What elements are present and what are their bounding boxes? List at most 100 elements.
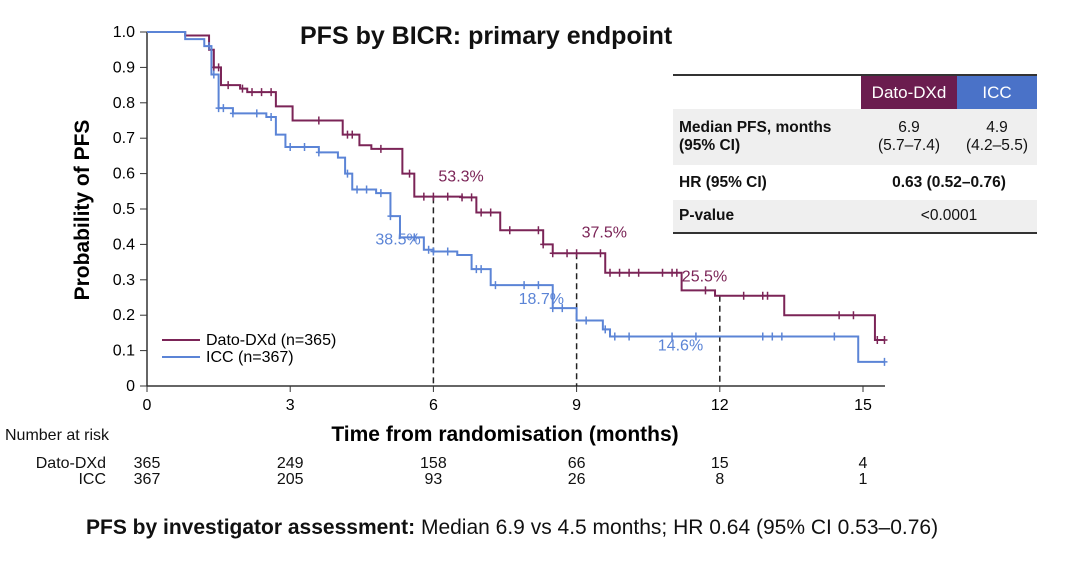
censor-mark <box>315 116 322 125</box>
censor-mark <box>549 249 556 258</box>
risk-value: 26 <box>567 471 586 488</box>
censor-mark <box>692 332 699 341</box>
censor-mark <box>215 63 222 72</box>
censor-mark <box>669 332 676 341</box>
censor-mark <box>881 335 888 344</box>
censor-mark <box>778 332 785 341</box>
censor-mark <box>377 189 384 198</box>
censor-mark <box>287 143 294 152</box>
censor-mark <box>315 148 322 157</box>
risk-value: 66 <box>567 455 586 472</box>
censor-mark <box>444 192 451 201</box>
censor-mark <box>535 226 542 235</box>
censor-mark <box>850 311 857 320</box>
censor-mark <box>506 226 513 235</box>
censor-mark <box>268 112 275 121</box>
median-dato: 6.9 (5.7–7.4) <box>861 109 957 165</box>
censor-mark <box>626 268 633 277</box>
x-tick-label: 3 <box>286 397 295 414</box>
footer-text: PFS by investigator assessment: Median 6… <box>86 516 938 540</box>
y-tick-label: 0.5 <box>113 201 135 218</box>
censor-mark <box>239 84 246 93</box>
censor-mark <box>258 88 265 97</box>
censor-mark <box>220 104 227 113</box>
censor-mark <box>831 332 838 341</box>
censor-mark <box>387 212 394 221</box>
censor-mark <box>607 268 614 277</box>
stats-table: Dato-DXd ICC Median PFS, months (95% CI) … <box>673 74 1037 234</box>
stats-header-icc: ICC <box>957 75 1037 109</box>
median-icc: 4.9 (4.2–5.5) <box>957 109 1037 165</box>
landmark-label: 37.5% <box>582 224 627 241</box>
x-tick-label: 0 <box>143 397 152 414</box>
risk-value: 365 <box>133 455 161 472</box>
censor-mark <box>740 291 747 300</box>
x-axis-label: Time from randomisation (months) <box>331 423 678 446</box>
censor-mark <box>540 240 547 249</box>
censor-mark <box>659 268 666 277</box>
risk-value: 158 <box>420 455 447 472</box>
censor-mark <box>673 268 680 277</box>
p-label: P-value <box>673 200 861 233</box>
x-tick-label: 9 <box>572 397 581 414</box>
censor-mark <box>559 304 566 313</box>
footer-normal: Median 6.9 vs 4.5 months; HR 0.64 (95% C… <box>415 516 939 539</box>
landmark-label: 25.5% <box>682 269 727 286</box>
risk-value: 249 <box>276 455 304 472</box>
y-tick-label: 0.8 <box>113 95 135 112</box>
censor-mark <box>874 335 881 344</box>
y-tick-label: 0.3 <box>113 272 135 289</box>
landmark-label: 53.3% <box>438 168 483 185</box>
censor-mark <box>377 144 384 153</box>
y-tick-label: 0.9 <box>113 59 135 76</box>
censor-mark <box>225 81 232 90</box>
censor-mark <box>564 249 571 258</box>
censor-mark <box>349 130 356 139</box>
censor-mark <box>206 42 213 51</box>
landmark-label: 38.5% <box>375 232 420 249</box>
x-tick-label: 6 <box>429 397 438 414</box>
censor-mark <box>602 325 609 334</box>
censor-mark <box>573 249 580 258</box>
risk-value: 205 <box>276 471 304 488</box>
censor-mark <box>597 249 604 258</box>
censor-mark <box>626 332 633 341</box>
y-tick-label: 0.1 <box>113 343 135 360</box>
censor-mark <box>253 109 260 118</box>
stats-header-dato: Dato-DXd <box>861 75 957 109</box>
censor-mark <box>535 281 542 290</box>
x-tick-label: 15 <box>854 397 872 414</box>
y-tick-label: 0.7 <box>113 130 135 147</box>
y-tick-label: 0 <box>126 378 135 395</box>
censor-mark <box>301 143 308 152</box>
risk-row-label: Dato-DXd <box>35 455 106 472</box>
risk-table-title: Number at risk <box>5 427 110 444</box>
censor-mark <box>521 281 528 290</box>
censor-mark <box>549 304 556 313</box>
censor-mark <box>249 88 256 97</box>
y-tick-label: 1.0 <box>113 24 135 41</box>
risk-value: 367 <box>133 471 161 488</box>
stats-header-blank <box>673 75 861 109</box>
censor-mark <box>430 192 437 201</box>
censor-mark <box>354 185 361 194</box>
censor-mark <box>344 169 351 178</box>
risk-value: 93 <box>424 471 443 488</box>
risk-value: 1 <box>858 471 868 488</box>
landmark-label: 18.7% <box>519 291 564 308</box>
censor-mark <box>406 169 413 178</box>
landmark-label: 14.6% <box>658 337 703 354</box>
legend-label: ICC (n=367) <box>206 349 294 366</box>
censor-mark <box>635 268 642 277</box>
censor-mark <box>420 192 427 201</box>
footer-bold: PFS by investigator assessment: <box>86 516 416 539</box>
risk-value: 4 <box>858 455 868 472</box>
censor-mark <box>836 311 843 320</box>
chart-title: PFS by BICR: primary endpoint <box>300 22 673 50</box>
censor-mark <box>363 185 370 194</box>
censor-mark <box>425 245 432 254</box>
risk-row-label: ICC <box>78 471 106 488</box>
censor-mark <box>444 247 451 256</box>
median-label: Median PFS, months (95% CI) <box>673 109 861 165</box>
